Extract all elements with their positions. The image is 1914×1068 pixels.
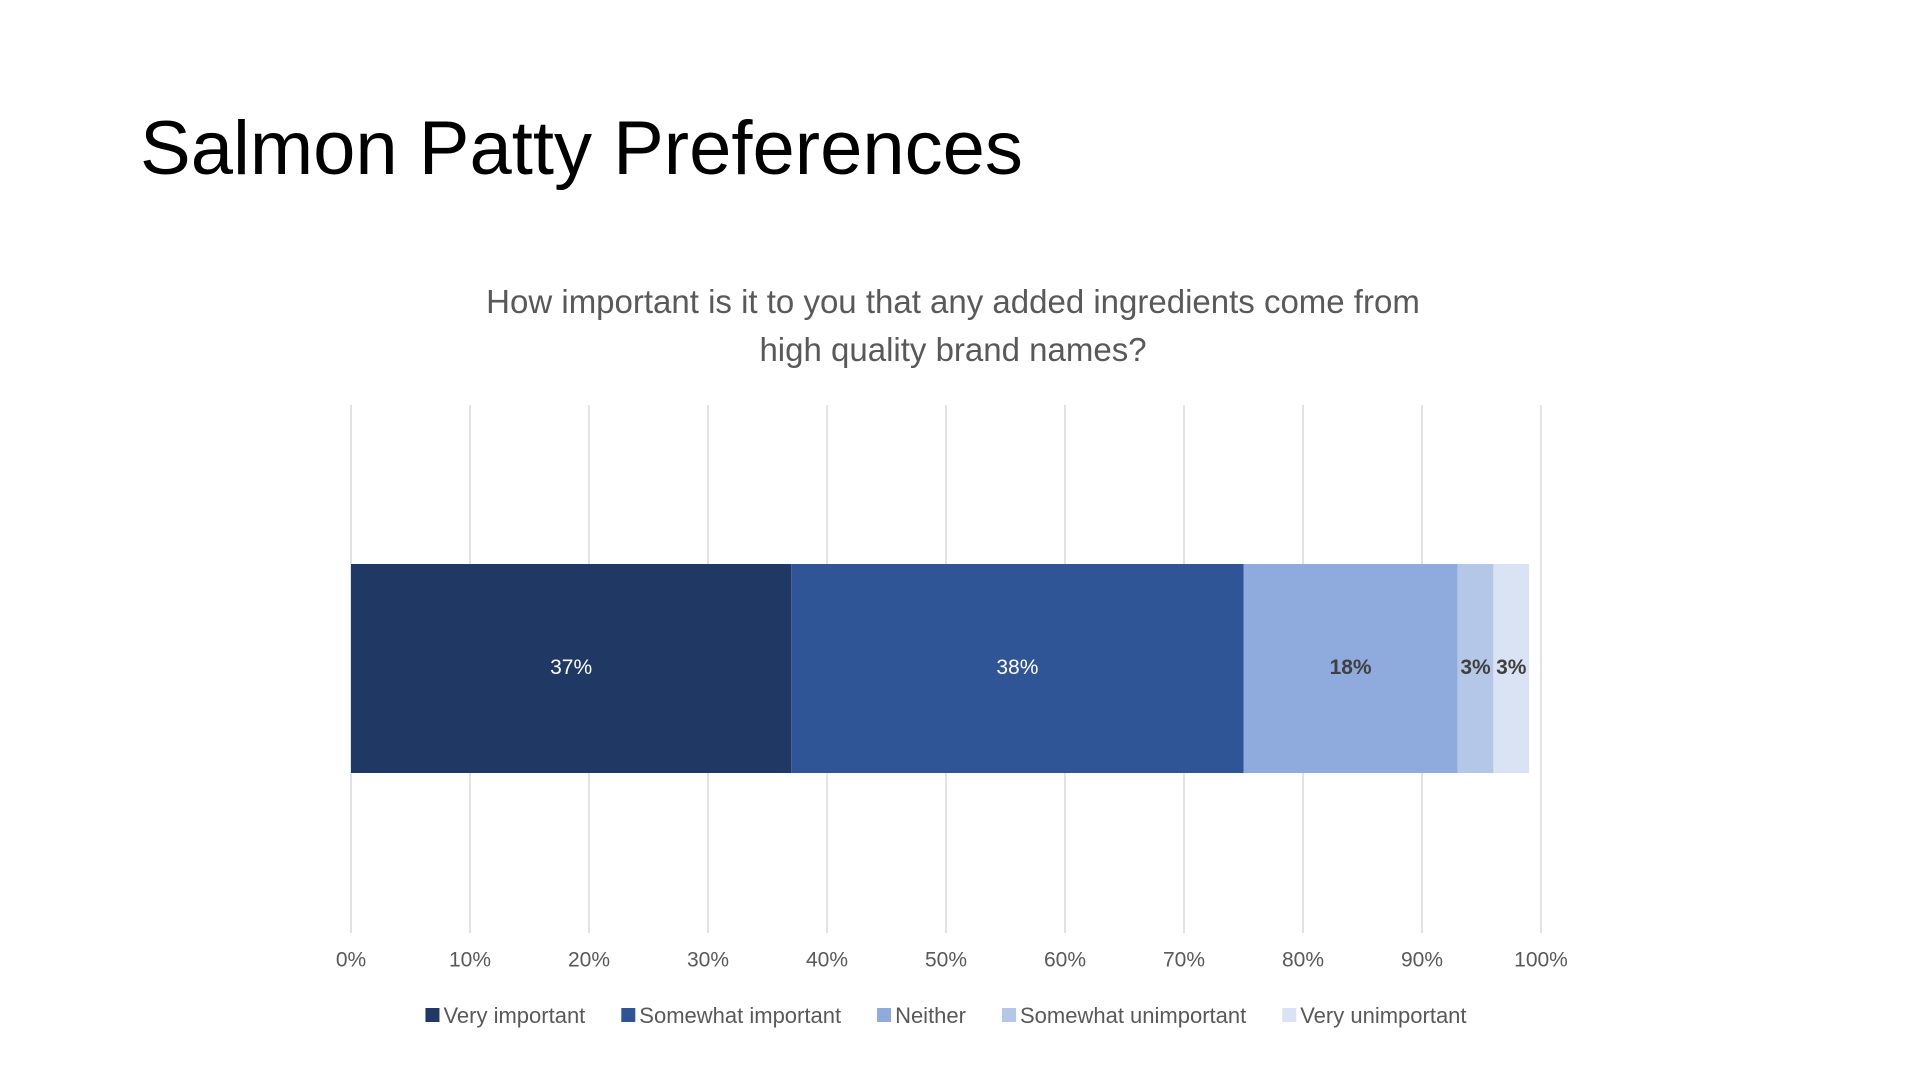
slide-title: Salmon Patty Preferences [140, 106, 1023, 191]
x-tick-label: 70% [1163, 949, 1205, 972]
legend-label: Neither [895, 1003, 966, 1028]
legend-swatch [621, 1008, 636, 1022]
data-label: 3% [1496, 656, 1527, 679]
legend-label: Somewhat important [639, 1003, 841, 1028]
bar-segment [1493, 564, 1530, 773]
x-tick-label: 50% [925, 949, 967, 972]
legend-swatch [425, 1008, 440, 1022]
x-tick-label: 30% [687, 949, 729, 972]
x-tick-label: 90% [1401, 949, 1443, 972]
bar-segment [351, 564, 792, 773]
x-tick-label: 20% [568, 949, 610, 972]
legend-swatch [1282, 1008, 1297, 1022]
legend-label: Somewhat unimportant [1020, 1003, 1246, 1028]
x-tick-label: 100% [1514, 949, 1568, 972]
data-label: 18% [1330, 656, 1372, 679]
bar-segment [791, 564, 1244, 773]
chart-title: How important is it to you that any adde… [486, 283, 1420, 368]
legend-swatch [1001, 1008, 1016, 1022]
legend-label: Very unimportant [1300, 1003, 1466, 1028]
x-tick-label: 0% [336, 949, 366, 972]
bar-segment [1243, 564, 1458, 773]
x-tick-label: 10% [449, 949, 491, 972]
legend-swatch [877, 1008, 892, 1022]
legend-label: Very important [443, 1003, 585, 1028]
data-label: 3% [1460, 656, 1491, 679]
data-label: 37% [550, 656, 592, 679]
bar-segment [1457, 564, 1494, 773]
data-label: 38% [996, 656, 1038, 679]
x-tick-label: 40% [806, 949, 848, 972]
x-tick-label: 60% [1044, 949, 1086, 972]
x-tick-label: 80% [1282, 949, 1324, 972]
